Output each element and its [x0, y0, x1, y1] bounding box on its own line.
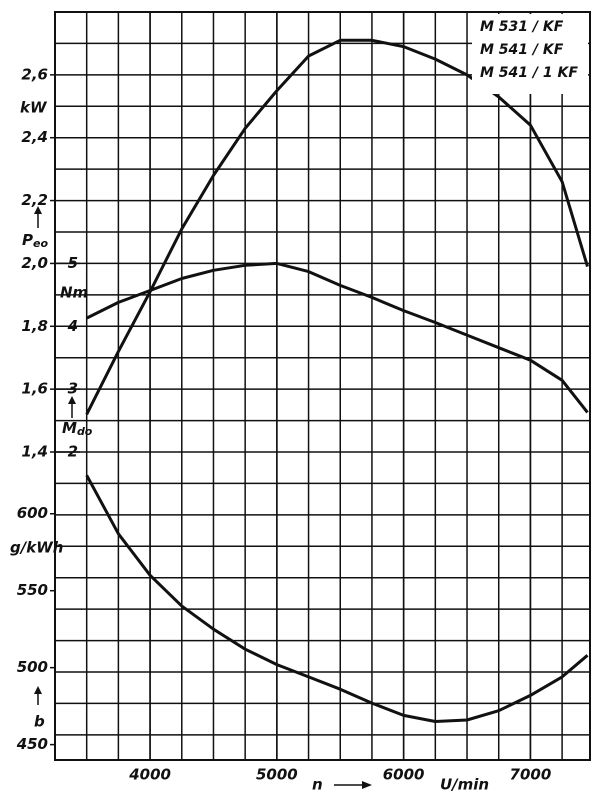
x-tick-label: 4000 — [128, 766, 171, 784]
x-tick-label: 7000 — [510, 766, 552, 784]
model-name: M 541 / 1 KF — [480, 65, 578, 81]
y-tick-label: 600 — [17, 504, 48, 522]
y-tick-label: 1,6 — [21, 380, 48, 398]
y-tick-label: 4 — [67, 317, 78, 335]
y-tick-label: 1,4 — [21, 443, 48, 461]
y-tick-label: 550 — [17, 581, 48, 599]
subscript: eo — [33, 237, 48, 250]
y-tick-label: 2,0 — [21, 254, 48, 272]
torque-unit: Nm — [60, 284, 88, 302]
symbol: P — [22, 231, 33, 249]
torque-symbol: Mdo — [62, 419, 93, 439]
fuel-symbol: b — [34, 713, 45, 731]
model-name: M 531 / KF — [480, 19, 564, 35]
curve — [85, 474, 589, 723]
subscript: do — [77, 425, 93, 438]
y-tick-label: 2,4 — [21, 128, 48, 146]
power-symbol: Peo — [22, 231, 48, 251]
fuel-unit: g/kWh — [10, 539, 63, 557]
legend-box — [472, 14, 588, 94]
x-tick-label: 6000 — [383, 766, 425, 784]
axis-arrow — [34, 206, 42, 214]
y-tick-label: 450 — [16, 735, 48, 753]
axis-arrow — [34, 686, 42, 694]
y-tick-label: 1,8 — [21, 317, 48, 335]
y-tick-label: 500 — [17, 658, 48, 676]
curve — [86, 261, 589, 414]
model-name: M 541 / KF — [480, 42, 564, 58]
y-tick-label: 5 — [68, 254, 78, 272]
y-tick-label: 2 — [68, 443, 78, 461]
axis-arrow — [68, 396, 76, 404]
x-axis-unit: U/min — [440, 776, 489, 794]
curve — [85, 38, 589, 415]
symbol: M — [62, 419, 77, 437]
power-unit: kW — [20, 99, 48, 117]
axis-arrow — [362, 781, 372, 789]
x-tick-label: 5000 — [256, 766, 298, 784]
y-tick-label: 2,6 — [21, 65, 48, 83]
y-tick-label: 2,2 — [21, 191, 48, 209]
plot-frame — [54, 11, 591, 761]
y-tick-label: 3 — [68, 380, 78, 398]
x-axis-label: n — [312, 776, 323, 794]
